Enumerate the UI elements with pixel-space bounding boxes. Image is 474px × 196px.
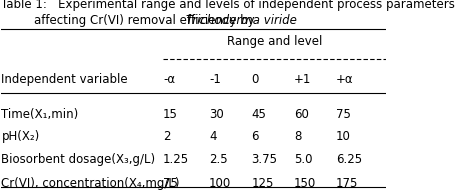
Text: Biosorbent dosage(X₃,g/L): Biosorbent dosage(X₃,g/L)	[1, 153, 155, 166]
Text: affecting Cr(VI) removal efficiency by: affecting Cr(VI) removal efficiency by	[34, 14, 258, 27]
Text: 5.0: 5.0	[294, 153, 312, 166]
Text: 10: 10	[336, 130, 351, 143]
Text: 30: 30	[209, 108, 224, 121]
Text: 1.25: 1.25	[163, 153, 189, 166]
Text: 75: 75	[336, 108, 351, 121]
Text: 100: 100	[209, 177, 231, 190]
Text: Table 1:   Experimental range and levels of independent process parameters: Table 1: Experimental range and levels o…	[1, 0, 455, 11]
Text: Independent variable: Independent variable	[1, 73, 128, 86]
Text: 0: 0	[251, 73, 259, 86]
Text: -1: -1	[209, 73, 221, 86]
Text: 6: 6	[251, 130, 259, 143]
Text: 60: 60	[294, 108, 309, 121]
Text: 2: 2	[163, 130, 171, 143]
Text: 150: 150	[294, 177, 316, 190]
Text: Trichoderma viride: Trichoderma viride	[186, 14, 297, 27]
Text: +α: +α	[336, 73, 354, 86]
Text: 15: 15	[163, 108, 178, 121]
Text: 75: 75	[163, 177, 178, 190]
Text: 125: 125	[251, 177, 274, 190]
Text: 3.75: 3.75	[251, 153, 277, 166]
Text: Cr(VI), concentration(X₄,mg/L): Cr(VI), concentration(X₄,mg/L)	[1, 177, 180, 190]
Text: 2.5: 2.5	[209, 153, 228, 166]
Text: pH(X₂): pH(X₂)	[1, 130, 40, 143]
Text: 45: 45	[251, 108, 266, 121]
Text: 6.25: 6.25	[336, 153, 362, 166]
Text: Time(X₁,min): Time(X₁,min)	[1, 108, 79, 121]
Text: 175: 175	[336, 177, 358, 190]
Text: 4: 4	[209, 130, 217, 143]
Text: 8: 8	[294, 130, 301, 143]
Text: -α: -α	[163, 73, 175, 86]
Text: +1: +1	[294, 73, 311, 86]
Text: Range and level: Range and level	[227, 35, 322, 48]
